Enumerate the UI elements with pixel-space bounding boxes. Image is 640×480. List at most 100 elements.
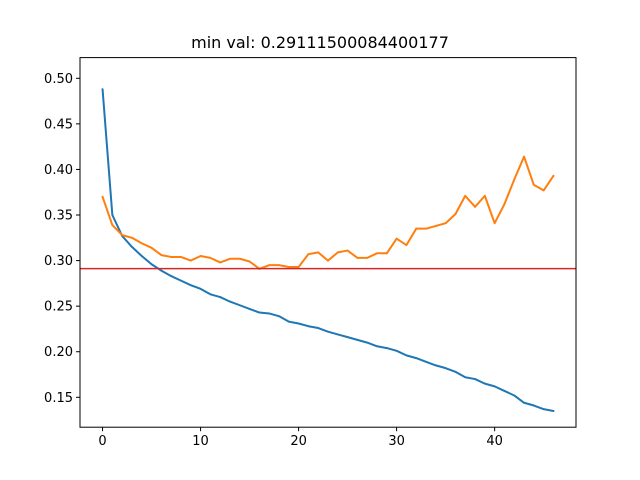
data-point [513,178,516,181]
data-point [552,410,555,412]
data-point [229,257,231,260]
x-tick-label: 20 [290,434,307,449]
data-point [454,213,457,216]
data-point [189,284,192,287]
data-point [140,242,143,245]
data-point [532,404,535,407]
data-point [385,347,388,349]
data-point [503,390,506,392]
data-point [101,88,104,91]
x-axis: 0 10 20 30 40 [98,427,503,449]
data-point [160,269,163,272]
y-tick-label: 0.50 [44,72,73,87]
y-tick-label: 0.30 [44,254,73,269]
data-point [111,224,114,226]
data-point [189,259,192,262]
data-point [278,264,280,267]
axes-frame [79,57,577,428]
chart-title: min val: 0.29111500084400177 [191,33,449,52]
data-point [474,378,476,380]
plot-area [80,88,576,412]
data-point [307,253,310,256]
data-point [278,315,280,318]
data-point [297,322,300,325]
data-point [170,256,173,258]
data-point [248,307,251,310]
data-point [317,251,320,254]
data-point [523,401,525,404]
data-point [356,338,359,341]
data-point [415,227,418,230]
series-points-1 [101,88,555,412]
data-point [474,205,476,208]
x-tick-label: 10 [192,434,209,449]
data-point [493,222,496,225]
data-point [346,336,349,339]
data-point [385,252,388,255]
data-point [493,385,496,388]
data-point [356,256,359,259]
data-point [434,225,437,227]
y-tick-label: 0.15 [44,391,73,406]
data-point [199,255,202,257]
data-point [336,251,339,254]
data-point [483,382,486,385]
series-points-2 [101,155,555,270]
data-point [434,364,437,367]
data-point [464,194,467,197]
series-line-2 [101,155,555,270]
data-point [199,287,202,290]
data-point [327,259,329,262]
data-point [405,354,408,357]
data-point [513,394,516,397]
data-point [444,222,447,225]
data-point [229,300,231,303]
data-point [415,357,418,360]
data-point [131,246,133,248]
data-point [219,261,222,264]
data-point [150,246,153,249]
data-point [425,360,427,363]
data-point [219,296,222,298]
y-tick-label: 0.35 [44,209,73,224]
data-point [376,345,378,348]
data-point [327,330,329,333]
data-point [346,249,349,252]
data-point [101,195,104,198]
x-tick-label: 30 [388,434,405,449]
data-point [209,293,212,296]
data-point [405,244,408,246]
data-point [180,279,182,282]
data-point [287,320,290,323]
data-point [425,227,427,230]
data-point [542,189,545,192]
data-point [238,257,241,260]
data-point [258,311,261,314]
x-tick-label: 40 [486,434,503,449]
data-point [483,194,486,197]
data-point [268,312,271,315]
data-point [532,184,535,186]
data-point [287,266,290,268]
data-point [131,236,133,239]
data-point [503,203,506,205]
data-point [454,370,457,373]
data-point [366,256,369,259]
y-tick-label: 0.45 [44,117,73,132]
y-tick-label: 0.20 [44,345,73,360]
data-point [268,264,271,267]
data-point [336,333,339,336]
data-point [366,341,369,344]
data-point [395,349,398,352]
data-point [248,260,251,263]
x-tick-label: 0 [98,434,106,449]
data-point [523,155,525,158]
data-point [238,304,241,307]
data-point [444,367,447,370]
data-point [180,256,182,258]
data-point [307,325,310,328]
data-point [464,376,467,379]
data-point [160,254,163,257]
data-point [395,237,398,240]
